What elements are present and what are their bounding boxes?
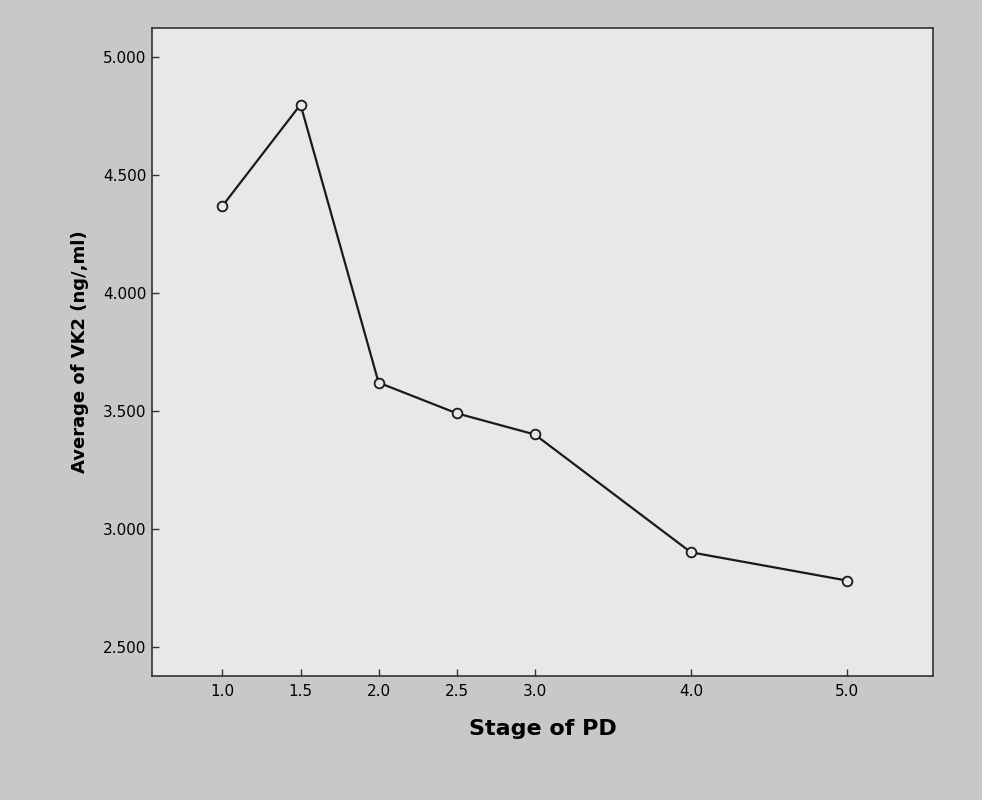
Y-axis label: Average of VK2 (ng/,ml): Average of VK2 (ng/,ml)	[72, 230, 89, 474]
X-axis label: Stage of PD: Stage of PD	[468, 718, 617, 738]
